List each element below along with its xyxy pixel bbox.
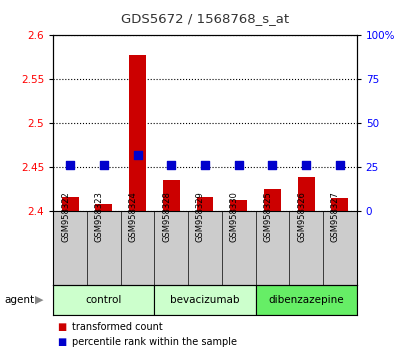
Text: GSM958327: GSM958327 [330, 191, 339, 242]
Text: percentile rank within the sample: percentile rank within the sample [72, 337, 236, 347]
Point [302, 162, 309, 168]
Text: GSM958328: GSM958328 [162, 191, 171, 242]
Text: ▶: ▶ [35, 295, 43, 305]
Bar [162, 180, 179, 211]
Text: agent: agent [4, 295, 34, 305]
Text: ■: ■ [57, 337, 67, 347]
Point [268, 162, 275, 168]
Bar [62, 198, 79, 211]
Point [336, 162, 342, 168]
Point [201, 162, 208, 168]
Bar [53, 285, 154, 315]
Text: GSM958322: GSM958322 [61, 191, 70, 242]
Bar [330, 198, 347, 211]
Bar [255, 285, 356, 315]
Bar [154, 285, 255, 315]
Text: GDS5672 / 1568768_s_at: GDS5672 / 1568768_s_at [121, 12, 288, 25]
Bar [129, 55, 146, 211]
Text: GSM958325: GSM958325 [263, 191, 272, 242]
Point [67, 162, 73, 168]
Point [235, 162, 241, 168]
Bar [230, 200, 247, 211]
Text: GSM958326: GSM958326 [297, 191, 306, 242]
Text: GSM958330: GSM958330 [229, 191, 238, 242]
Text: GSM958323: GSM958323 [94, 191, 103, 242]
Text: transformed count: transformed count [72, 322, 162, 332]
Bar [297, 177, 314, 211]
Bar [95, 204, 112, 211]
Bar [196, 198, 213, 211]
Text: control: control [85, 295, 122, 305]
Point [168, 162, 174, 168]
Text: dibenzazepine: dibenzazepine [267, 295, 343, 305]
Bar [263, 189, 280, 211]
Text: ■: ■ [57, 322, 67, 332]
Point [134, 152, 141, 158]
Point [100, 162, 107, 168]
Text: bevacizumab: bevacizumab [170, 295, 239, 305]
Text: GSM958324: GSM958324 [128, 191, 137, 242]
Text: GSM958329: GSM958329 [196, 191, 204, 242]
